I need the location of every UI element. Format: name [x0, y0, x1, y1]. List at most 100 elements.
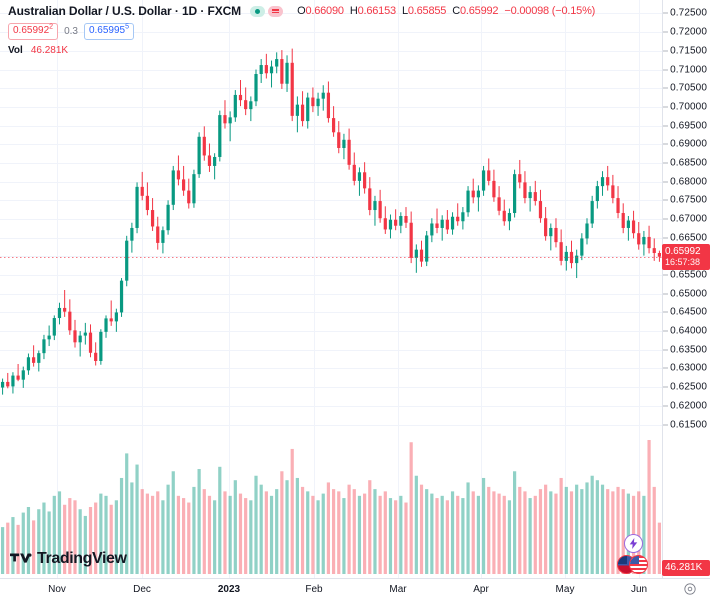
volume-bar: [590, 475, 594, 574]
price-tick-label: 0.62500: [670, 381, 707, 393]
volume-bar: [275, 489, 279, 574]
candle-body: [78, 335, 82, 343]
volume-bar: [47, 511, 51, 574]
legend-quote-row: 0.659922 0.3 0.659955: [8, 23, 595, 40]
volume-bar: [616, 486, 620, 574]
volume-bar: [425, 489, 429, 574]
volume-bar: [394, 500, 398, 574]
price-tick-label: 0.67000: [670, 213, 707, 225]
volume-bar: [269, 495, 274, 574]
price-tick-label: 0.72000: [670, 26, 707, 38]
volume-bar: [466, 482, 470, 574]
data-source-dot-icon[interactable]: [250, 5, 266, 17]
price-tick-label: 0.71500: [670, 45, 707, 57]
candle-body: [461, 212, 465, 222]
volume-bar: [440, 495, 444, 574]
spread-value: 0.3: [64, 26, 78, 37]
candle-body: [600, 177, 605, 187]
candle-body: [57, 307, 62, 319]
price-tick-dash: [663, 349, 668, 351]
volume-bar: [331, 489, 336, 574]
price-tick-dash: [663, 199, 668, 201]
volume-bar: [156, 491, 160, 574]
symbol-title[interactable]: Australian Dollar / U.S. Dollar · 1D · F…: [8, 4, 242, 18]
candle-body: [16, 375, 20, 380]
candle-body: [590, 201, 594, 224]
candle-body: [280, 59, 284, 84]
currency-flag-pair[interactable]: [617, 555, 648, 574]
time-tick-label: Dec: [133, 584, 151, 595]
candle-body: [419, 249, 424, 262]
candle-body: [187, 190, 191, 204]
volume-bar: [414, 475, 418, 574]
candle-body: [642, 236, 646, 245]
bid-price-pill[interactable]: 0.659922: [8, 23, 59, 40]
chart-settings-button[interactable]: [682, 581, 698, 597]
candle-body: [0, 381, 5, 388]
candlestick-series: [0, 48, 662, 574]
volume-bar: [94, 502, 98, 574]
volume-bar: [611, 491, 615, 574]
candle-body: [88, 332, 93, 353]
volume-bar: [0, 527, 5, 574]
price-tick-label: 0.70000: [670, 101, 707, 113]
volume-bar: [626, 493, 630, 574]
lightning-bolt-icon[interactable]: [624, 534, 643, 553]
price-tick-dash: [663, 162, 668, 164]
candle-body: [647, 236, 651, 249]
time-tick-label: Feb: [305, 584, 323, 595]
volume-bar: [244, 498, 248, 574]
volume-bar: [507, 500, 512, 574]
volume-bar: [73, 500, 77, 574]
volume-bar: [125, 453, 129, 574]
candle-body: [373, 201, 377, 211]
price-tick-label: 0.68000: [670, 176, 707, 188]
volume-bar: [207, 495, 212, 574]
legend-title-row: Australian Dollar / U.S. Dollar · 1D · F…: [8, 3, 595, 19]
volume-bar: [57, 491, 62, 574]
volume-bar: [652, 486, 656, 574]
candle-body: [218, 115, 222, 157]
price-tick-label: 0.61500: [670, 419, 707, 431]
chart-style-icon[interactable]: [268, 5, 284, 17]
candle-body: [487, 170, 491, 181]
candle-body: [337, 132, 341, 148]
candle-body: [331, 118, 336, 133]
volume-bar: [647, 440, 651, 574]
volume-bar: [492, 491, 496, 574]
candle-body: [166, 204, 170, 231]
volume-bar: [119, 477, 124, 574]
candle-body: [492, 180, 496, 198]
chart-plot-area[interactable]: [0, 0, 662, 578]
candle-body: [192, 174, 196, 204]
candle-body: [94, 352, 98, 361]
volume-bar: [197, 469, 201, 574]
price-tick-dash: [663, 50, 668, 52]
volume-bar: [538, 489, 543, 574]
volume-label: Vol: [8, 45, 23, 56]
candle-body: [456, 216, 460, 222]
time-scale[interactable]: Nov Dec 2023 Feb Mar Apr May Jun: [0, 578, 710, 600]
candle-body: [83, 332, 87, 336]
volume-bar: [16, 524, 20, 574]
candle-body: [606, 177, 610, 186]
candle-body: [145, 195, 150, 211]
ask-price-pill[interactable]: 0.659955: [83, 23, 135, 40]
candle-body: [518, 174, 522, 183]
candle-body: [197, 136, 201, 175]
candle-body: [533, 192, 537, 202]
volume-bar: [642, 495, 646, 574]
volume-bar: [218, 466, 222, 574]
volume-bar: [559, 477, 563, 574]
chart-legend: Australian Dollar / U.S. Dollar · 1D · F…: [8, 3, 595, 56]
price-scale[interactable]: 0.72500 0.72000 0.71500 0.71000 0.70500 0.700…: [662, 0, 710, 578]
time-tick-label: Apr: [473, 584, 489, 595]
volume-bar: [523, 491, 527, 574]
candle-body: [202, 136, 206, 156]
volume-bar: [554, 493, 558, 574]
candle-body: [42, 339, 46, 354]
candle-body: [378, 201, 382, 219]
current-price-time: 16:57:38: [665, 256, 701, 267]
volume-bar: [32, 520, 36, 574]
volume-bar: [11, 517, 15, 574]
